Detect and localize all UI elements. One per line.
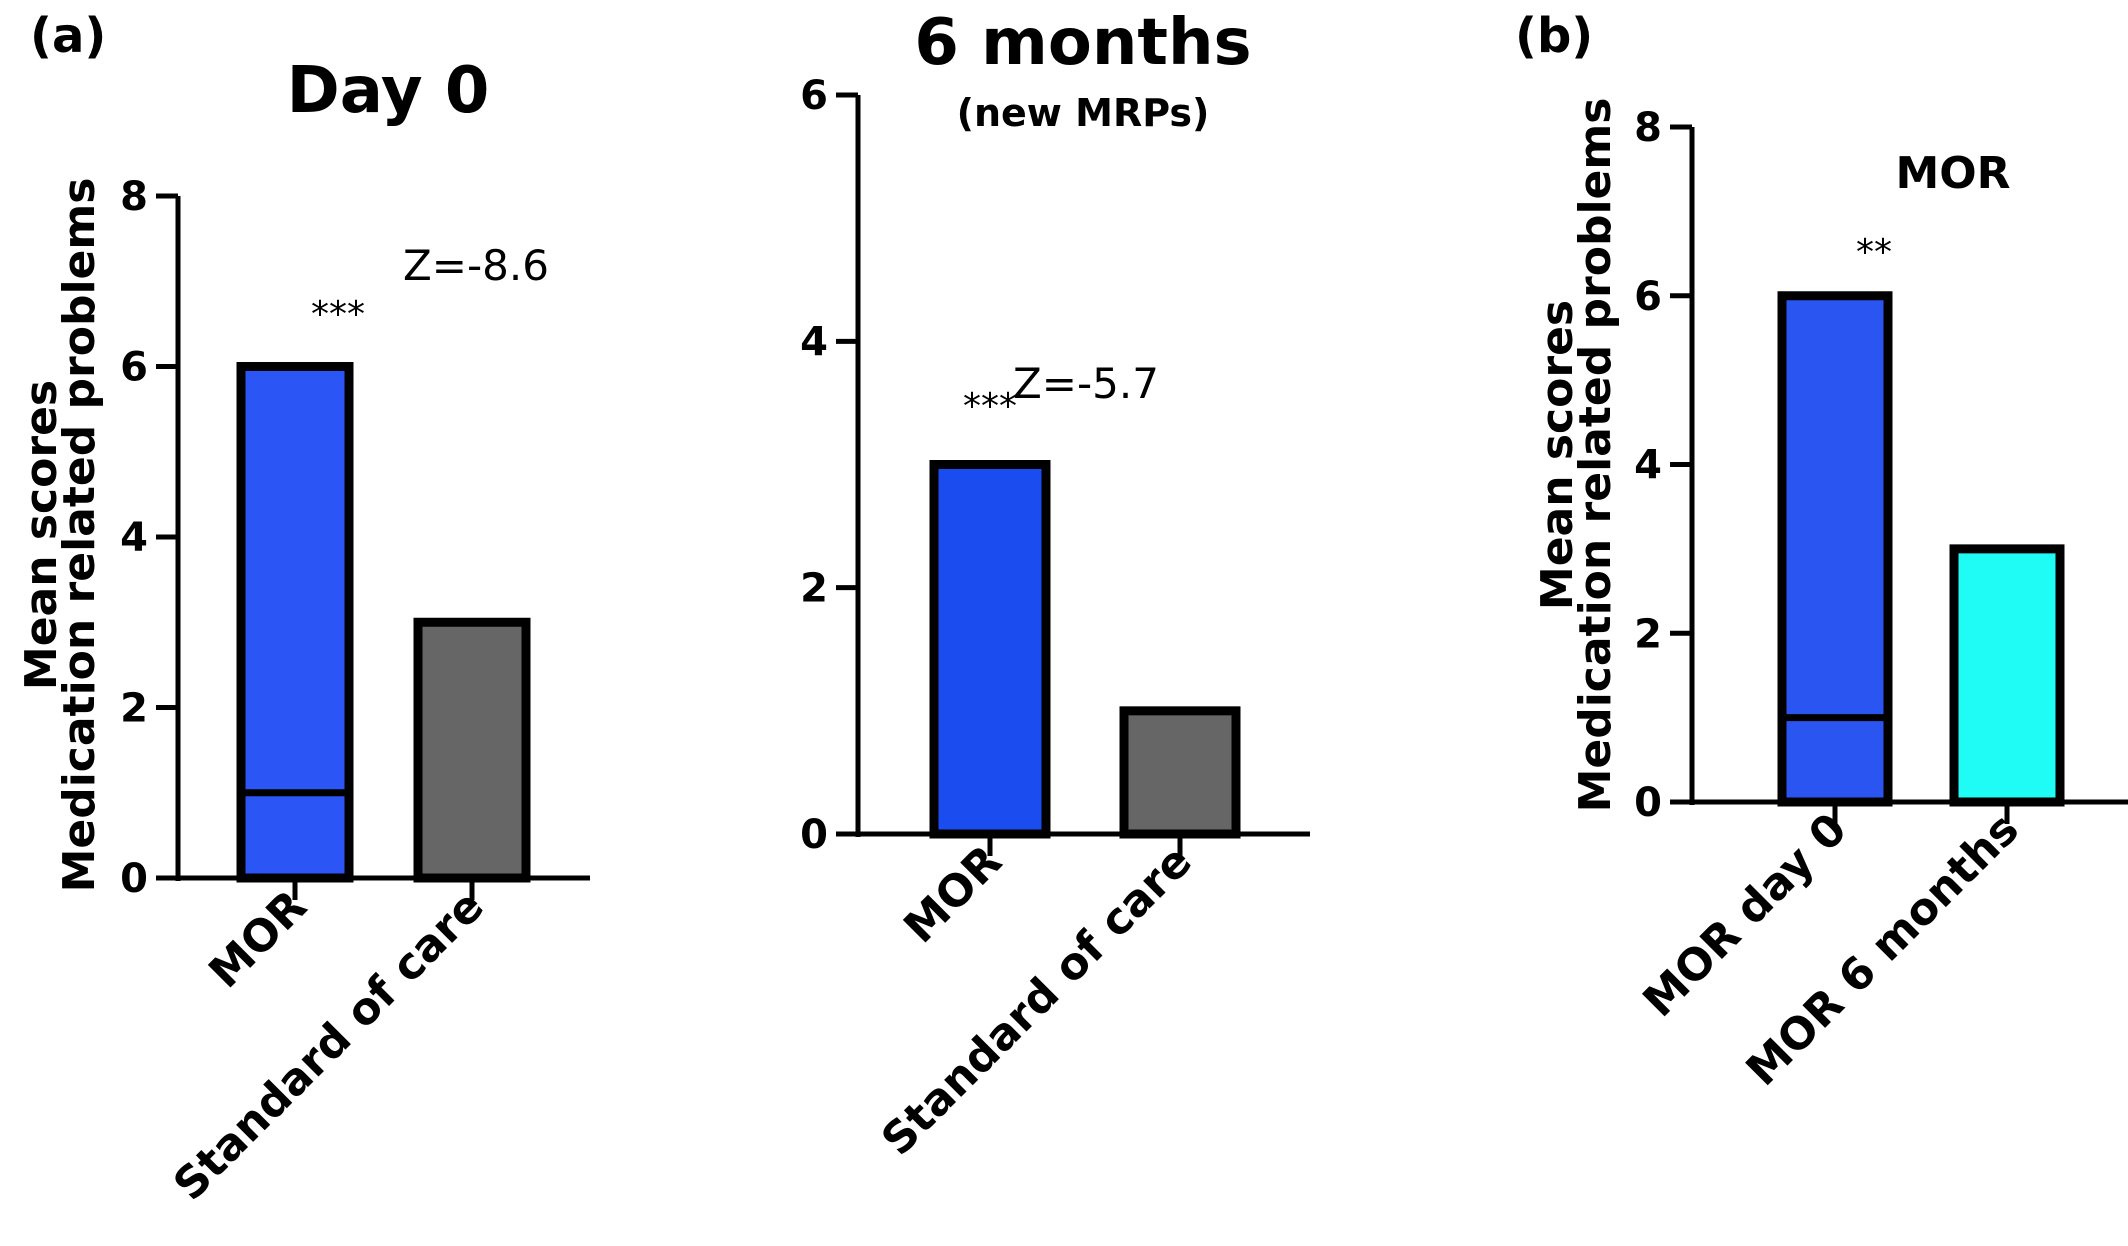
- significance-stars: **: [1856, 232, 1892, 273]
- y-tick-label: 8: [1634, 105, 1662, 151]
- chart-title: 6 months: [914, 6, 1251, 80]
- bar-mor-6-months: [1949, 544, 2065, 807]
- bar-standard-of-care: [413, 617, 531, 883]
- y-tick-label: 4: [120, 515, 148, 561]
- y-axis-label-line-2: Medication related problems: [54, 178, 105, 893]
- bar-mor: [929, 460, 1051, 839]
- bar-mor-day-0: [1777, 291, 1893, 807]
- y-tick-label: 8: [120, 174, 148, 220]
- panel-label: (b): [1515, 8, 1593, 64]
- chart-subtitle: (new MRPs): [957, 91, 1210, 135]
- chart-title: MOR: [1895, 148, 2010, 199]
- z-score-annotation: Z=-8.6: [403, 241, 549, 290]
- y-axis-label-line-2: Medication related problems: [1570, 98, 1621, 813]
- y-tick-label: 2: [120, 686, 148, 732]
- bar-standard-of-care: [1119, 706, 1241, 839]
- panel-6months-chart: 6 months (new MRPs) *** Z=-5.7 0 2 4 6 MORSt…: [800, 6, 1310, 1166]
- panel-day0-chart: (a) Day 0 Mean scores Medication related…: [16, 8, 590, 1211]
- y-tick-label: 2: [1634, 611, 1662, 657]
- y-axis-label-line-1: Mean scores: [1532, 300, 1583, 610]
- bar-mor: [236, 362, 354, 883]
- y-tick-label: 4: [1634, 443, 1662, 489]
- x-category-label: MOR: [894, 836, 1011, 953]
- panel-label: (a): [30, 8, 106, 64]
- panel-mor-chart: (b) MOR Mean scores Medication related p…: [1515, 8, 2128, 1096]
- significance-stars: ***: [311, 294, 365, 335]
- y-tick-label: 6: [800, 73, 828, 119]
- y-tick-label: 6: [120, 345, 148, 391]
- x-category-label: Standard of care: [872, 836, 1202, 1166]
- x-category-label: MOR: [199, 881, 316, 998]
- y-tick-label: 0: [800, 812, 828, 858]
- y-tick-label: 2: [800, 566, 828, 612]
- y-tick-label: 4: [800, 319, 828, 365]
- z-score-annotation: Z=-5.7: [1013, 359, 1159, 408]
- y-tick-label: 6: [1634, 274, 1662, 320]
- chart-title: Day 0: [287, 54, 490, 128]
- y-axis-label-line-1: Mean scores: [16, 380, 67, 690]
- y-tick-label: 0: [120, 856, 148, 902]
- x-category-label: Standard of care: [164, 881, 494, 1211]
- y-tick-label: 0: [1634, 780, 1662, 826]
- significance-stars: ***: [963, 386, 1017, 427]
